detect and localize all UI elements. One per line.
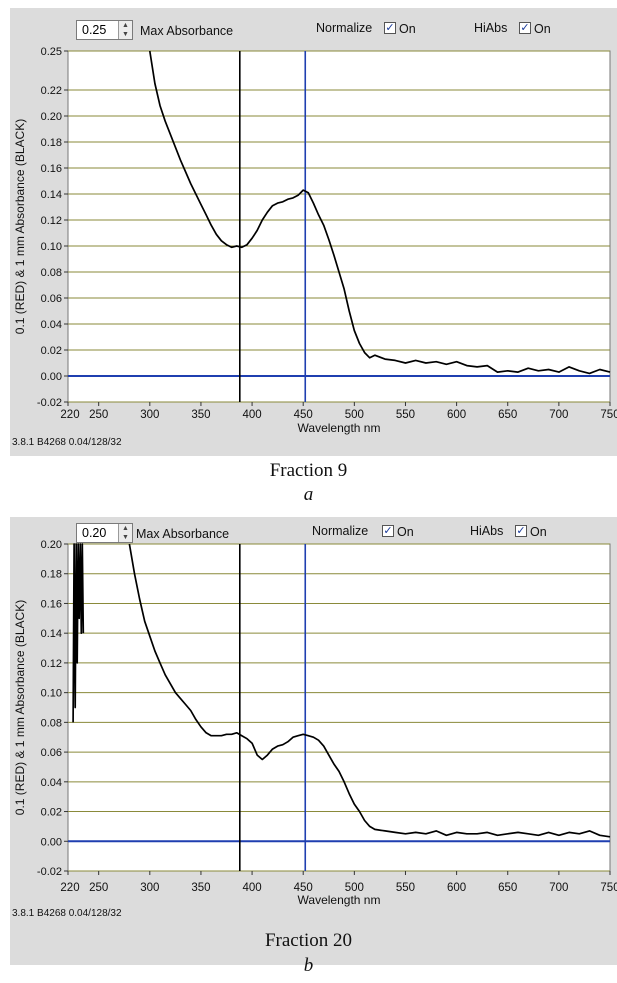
y-tick-label: 0.12 [41, 215, 62, 227]
hiabs-state: On [534, 22, 551, 36]
caption-fraction-20: Fraction 20 [264, 930, 353, 951]
normalize-label: Normalize [316, 21, 373, 35]
y-tick-label: 0.08 [41, 267, 62, 279]
x-tick-label: 500 [345, 409, 364, 421]
y-tick-label: 0.16 [41, 598, 62, 610]
checkmark-icon: ✓ [516, 525, 526, 537]
spectrum-panel-b: 0.20 ▲ ▼ Max Absorbance Normalize ✓ On Hi… [10, 517, 617, 965]
x-tick-label: 650 [498, 882, 517, 894]
y-tick-label: 0.14 [41, 628, 62, 640]
spin-arrows-icon[interactable]: ▲ ▼ [118, 21, 132, 39]
normalize-state: On [397, 525, 414, 539]
x-tick-label: 550 [396, 409, 415, 421]
plot-area [67, 543, 611, 872]
y-tick-label: 0.20 [41, 539, 62, 551]
max-absorbance-value: 0.25 [82, 23, 107, 37]
normalize-state: On [399, 22, 416, 36]
x-tick-label: 750 [600, 409, 617, 421]
checkmark-icon: ✓ [385, 22, 395, 34]
absorbance-trace [128, 543, 611, 838]
y-tick-label: 0.02 [41, 807, 62, 819]
max-absorbance-label: Max Absorbance [140, 24, 234, 38]
x-tick-label: 220 [60, 882, 79, 894]
hiabs-label: HiAbs [474, 21, 508, 35]
x-tick-label: 400 [242, 409, 261, 421]
y-tick-label: 0.18 [41, 569, 62, 581]
x-tick-label: 300 [140, 409, 159, 421]
y-tick-label: 0.22 [41, 85, 62, 97]
x-tick-label: 650 [498, 409, 517, 421]
absorbance-trace [72, 543, 85, 723]
status-text: 3.8.1 B4268 0.04/128/32 [12, 908, 122, 919]
spectrum-panel-a: 0.25 ▲ ▼ Max Absorbance Normalize ✓ On Hi… [10, 8, 617, 456]
max-absorbance-spinbox[interactable]: 0.20 ▲ ▼ [76, 523, 133, 543]
hiabs-checkbox[interactable]: ✓ [519, 22, 531, 34]
x-tick-label: 450 [294, 409, 313, 421]
caption-sublabel-a: a [303, 484, 314, 505]
x-tick-label: 500 [345, 882, 364, 894]
normalize-checkbox[interactable]: ✓ [382, 525, 394, 537]
y-tick-label: 0.06 [41, 747, 62, 759]
spectrum-chart-b: -0.02 0.00 0.02 0.04 0.06 0.08 0.10 0.12 0.14 0.1… [13, 539, 617, 907]
hiabs-state: On [530, 525, 547, 539]
y-tick-label: 0.12 [41, 658, 62, 670]
y-tick-label: 0.16 [41, 163, 62, 175]
x-tick-label: 350 [191, 882, 210, 894]
normalize-label: Normalize [312, 524, 369, 538]
y-tick-label: 0.08 [41, 717, 62, 729]
x-axis-label: Wavelength nm [298, 893, 381, 907]
max-absorbance-label: Max Absorbance [136, 527, 230, 541]
x-tick-label: 600 [447, 409, 466, 421]
y-tick-label: 0.18 [41, 137, 62, 149]
y-axis-label: 0.1 (RED) & 1 mm Absorbance (BLACK) [13, 119, 27, 334]
status-text: 3.8.1 B4268 0.04/128/32 [12, 437, 122, 448]
absorbance-trace [148, 50, 611, 375]
y-tick-label: 0.04 [41, 777, 62, 789]
spectrum-chart-a: -0.02 0.00 0.02 0.04 0.06 0.08 0.10 0.12 0.14 0.1… [13, 46, 617, 435]
y-tick-label: 0.14 [41, 189, 62, 201]
caption-fraction-9: Fraction 9 [269, 460, 348, 481]
caption-sublabel-b: b [303, 955, 314, 976]
normalize-checkbox[interactable]: ✓ [384, 22, 396, 34]
hiabs-label: HiAbs [470, 524, 504, 538]
max-absorbance-value: 0.20 [82, 526, 107, 540]
checkmark-icon: ✓ [383, 525, 393, 537]
plot-area [67, 50, 611, 403]
y-tick-label: 0.10 [41, 241, 62, 253]
checkmark-icon: ✓ [520, 22, 530, 34]
y-tick-label: 0.02 [41, 345, 62, 357]
y-axis-label: 0.1 (RED) & 1 mm Absorbance (BLACK) [13, 600, 27, 815]
hiabs-checkbox[interactable]: ✓ [515, 525, 527, 537]
y-tick-label: 0.25 [41, 46, 62, 58]
x-tick-label: 450 [294, 882, 313, 894]
y-tick-label: 0.04 [41, 319, 62, 331]
y-tick-label: 0.06 [41, 293, 62, 305]
y-tick-label: 0.20 [41, 111, 62, 123]
y-tick-label: 0.00 [41, 371, 62, 383]
x-tick-label: 700 [549, 409, 568, 421]
x-axis-label: Wavelength nm [298, 421, 381, 435]
x-tick-label: 400 [242, 882, 261, 894]
y-tick-label: -0.02 [37, 397, 62, 409]
y-tick-label: 0.10 [41, 688, 62, 700]
x-tick-label: 250 [89, 882, 108, 894]
x-tick-label: 550 [396, 882, 415, 894]
x-tick-label: 250 [89, 409, 108, 421]
y-tick-label: 0.00 [41, 836, 62, 848]
max-absorbance-spinbox[interactable]: 0.25 ▲ ▼ [76, 20, 133, 40]
spin-arrows-icon[interactable]: ▲ ▼ [118, 524, 132, 542]
x-tick-label: 700 [549, 882, 568, 894]
x-tick-label: 220 [60, 409, 79, 421]
x-tick-label: 750 [600, 882, 617, 894]
y-tick-label: -0.02 [37, 866, 62, 878]
x-tick-label: 600 [447, 882, 466, 894]
x-tick-label: 300 [140, 882, 159, 894]
x-tick-label: 350 [191, 409, 210, 421]
